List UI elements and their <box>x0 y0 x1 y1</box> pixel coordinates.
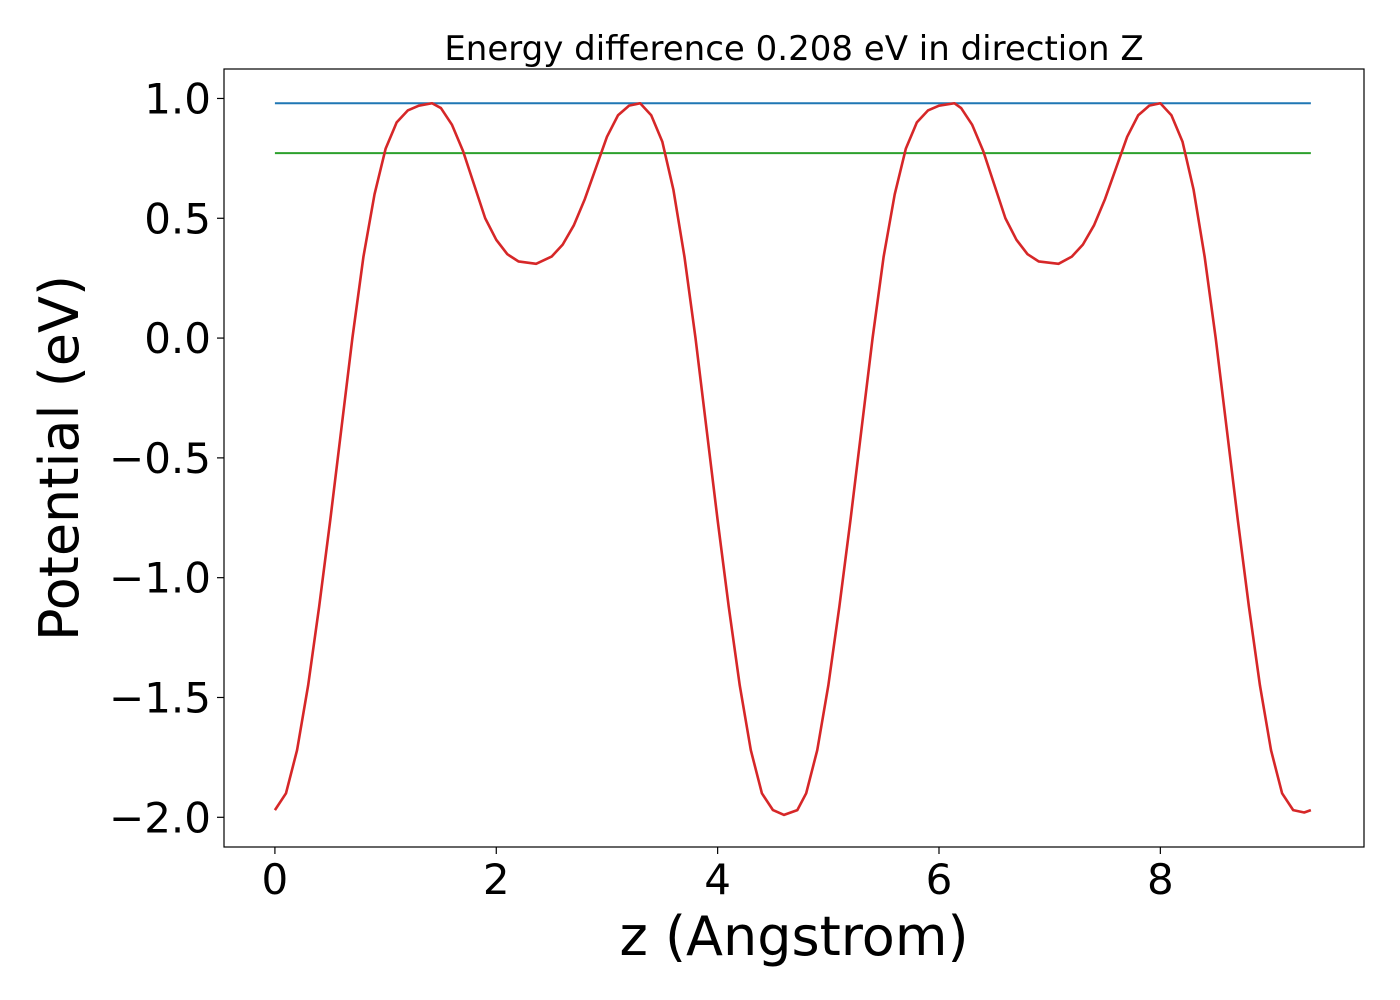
y-tick-label: 0.0 <box>144 314 211 363</box>
plot-area <box>273 101 1312 817</box>
y-tick-label: −0.5 <box>109 434 211 483</box>
y-tick-label: −1.5 <box>109 673 211 722</box>
x-tick-label: 8 <box>1147 855 1174 904</box>
series-line-0 <box>273 101 1312 817</box>
chart-title: Energy difference 0.208 eV in direction … <box>444 29 1143 69</box>
y-axis-label: Potential (eV) <box>28 275 91 641</box>
x-axis: 0 2 4 6 8 <box>262 847 1174 904</box>
x-axis-label: z (Angstrom) <box>619 905 968 968</box>
x-tick-label: 0 <box>262 855 289 904</box>
y-tick-label: −1.0 <box>109 554 211 603</box>
x-tick-label: 2 <box>483 855 510 904</box>
x-tick-label: 6 <box>926 855 953 904</box>
y-tick-label: 0.5 <box>144 194 211 243</box>
y-tick-label: 1.0 <box>144 74 211 123</box>
x-tick-label: 4 <box>704 855 731 904</box>
y-axis: −2.0 −1.5 −1.0 −0.5 0.0 0.5 1.0 <box>109 74 224 842</box>
y-tick-label: −2.0 <box>109 793 211 842</box>
